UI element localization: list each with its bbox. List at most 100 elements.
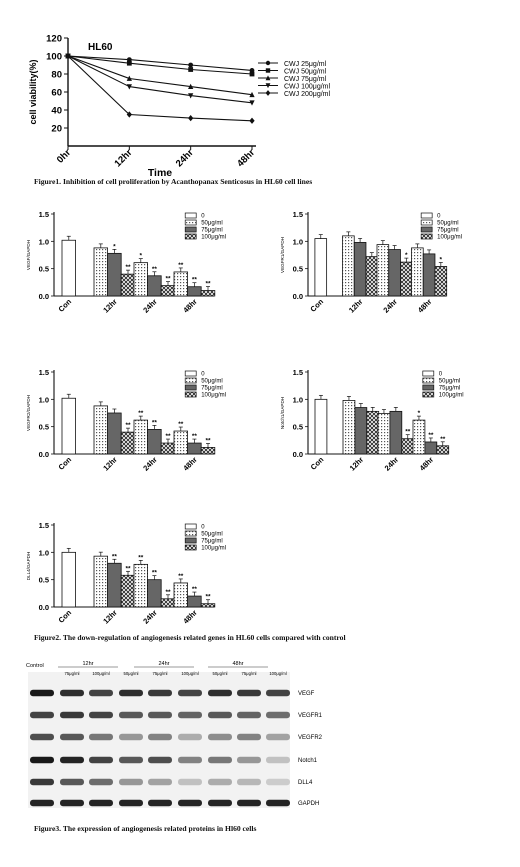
y-tick-label: 1.0 (293, 395, 303, 404)
band-gapdh-1 (30, 799, 54, 807)
bar-9 (187, 595, 202, 608)
legend-swatch (184, 219, 197, 226)
y-tick-label: 0.5 (293, 265, 303, 274)
band-dll4-1 (30, 778, 54, 786)
significance-mark: * (113, 243, 116, 250)
legend-swatch (184, 391, 197, 398)
x-tick-label: 12hr (112, 147, 134, 169)
y-axis-label: VEGFR1/GAPDH (280, 237, 285, 273)
bar-3 (353, 242, 367, 297)
series-line-5 (67, 55, 253, 122)
figure3-western-blot: Control 12hr 24hr 48hr 75μg/ml 100μg/ml 50μg/m… (26, 661, 323, 808)
dose-header: 50μg/ml (213, 671, 228, 676)
x-tick-label: 48hr (181, 455, 199, 473)
legend-marker (265, 68, 271, 73)
bar-7 (160, 598, 176, 608)
band-dll4-6 (178, 778, 202, 786)
legend-swatch (420, 233, 433, 240)
x-tick-label: 24hr (141, 608, 159, 626)
series-4-point (249, 100, 255, 106)
legend-swatch (184, 233, 197, 240)
band-dll4-2 (60, 778, 84, 786)
y-tick-label: 1.5 (39, 368, 49, 377)
bar-8 (412, 419, 426, 455)
legend-swatch (422, 384, 435, 391)
x-tick-label: 12hr (348, 455, 366, 473)
band-dll4-7 (208, 778, 232, 786)
series-line-2 (67, 55, 253, 75)
y-tick-label: 1.0 (39, 548, 49, 557)
protein-label: GAPDH (298, 801, 319, 807)
legend-label: 50μg/ml (201, 379, 222, 385)
band-dll4-5 (148, 778, 172, 786)
x-tick-label: 48hr (181, 297, 199, 315)
legend-swatch (184, 530, 197, 537)
legend-label: 50μg/ml (201, 221, 222, 227)
band-vegfr2-5 (148, 733, 172, 741)
legend-label: 100μg/ml (439, 393, 464, 399)
significance-mark: * (405, 252, 408, 259)
significance-mark: ** (125, 565, 131, 572)
band-vegfr2-7 (208, 733, 232, 741)
x-tick-label: Con (57, 297, 74, 314)
band-gapdh-5 (148, 799, 172, 807)
bar-2 (93, 555, 109, 608)
bar-3 (354, 407, 368, 455)
band-notch1-1 (30, 756, 54, 764)
band-vegf-4 (119, 689, 143, 697)
bar-3 (107, 252, 122, 297)
significance-mark: ** (192, 433, 198, 440)
significance-mark: ** (152, 419, 158, 426)
legend-swatch (184, 537, 197, 544)
series-1-point (188, 62, 194, 68)
time-group-header: 24hr (158, 661, 169, 667)
bar-4 (120, 574, 136, 608)
legend-swatch (420, 226, 433, 233)
significance-mark: ** (165, 276, 171, 283)
band-vegfr1-8 (237, 711, 261, 719)
significance-mark: * (440, 256, 443, 263)
band-vegfr1-4 (119, 711, 143, 719)
bar-5 (377, 413, 391, 455)
significance-mark: ** (165, 433, 171, 440)
band-gapdh-7 (208, 799, 232, 807)
dose-header: 100μg/ml (181, 671, 198, 676)
band-notch1-2 (60, 756, 84, 764)
bar-7 (160, 442, 176, 455)
band-notch1-6 (178, 756, 202, 764)
x-tick-label: Con (308, 297, 325, 314)
x-tick-label: 12hr (101, 297, 119, 315)
x-tick-label: Con (57, 608, 74, 625)
significance-mark: ** (205, 281, 211, 288)
bar-5 (376, 244, 390, 297)
series-5-point (65, 52, 71, 60)
y-tick-label: 100 (46, 52, 62, 63)
y-tick-label: 40 (51, 106, 62, 117)
dose-header: 100μg/ml (269, 671, 286, 676)
bar-1 (314, 238, 328, 297)
bar-7 (401, 438, 415, 455)
y-tick-label: 1.5 (293, 368, 303, 377)
legend-label: CWJ 50μg/ml (284, 68, 327, 75)
legend-label: 100μg/ml (201, 546, 226, 552)
y-tick-label: 1.5 (293, 210, 303, 219)
y-tick-label: 0.5 (293, 423, 303, 432)
legend-label: 75μg/ml (437, 228, 458, 234)
x-tick-label: 24hr (381, 297, 399, 315)
x-tick-label: 48hr (181, 608, 199, 626)
y-tick-label: 60 (51, 88, 62, 99)
y-tick-label: 0.0 (293, 450, 303, 459)
time-group-header: 48hr (232, 661, 243, 667)
legend-swatch (422, 370, 435, 377)
band-notch1-4 (119, 756, 143, 764)
x-tick-label: Con (57, 455, 74, 472)
protein-label: DLL4 (298, 780, 313, 786)
bar-chart-panel-5: 0.0 0.5 1.0 1.5 DLL4/GAPDH ** ** ** ** ** ** ** ** Co… (26, 521, 226, 626)
bar-5 (133, 262, 149, 297)
x-axis-label: Time (148, 167, 172, 179)
series-2-point (188, 67, 194, 72)
significance-mark: ** (125, 264, 131, 271)
